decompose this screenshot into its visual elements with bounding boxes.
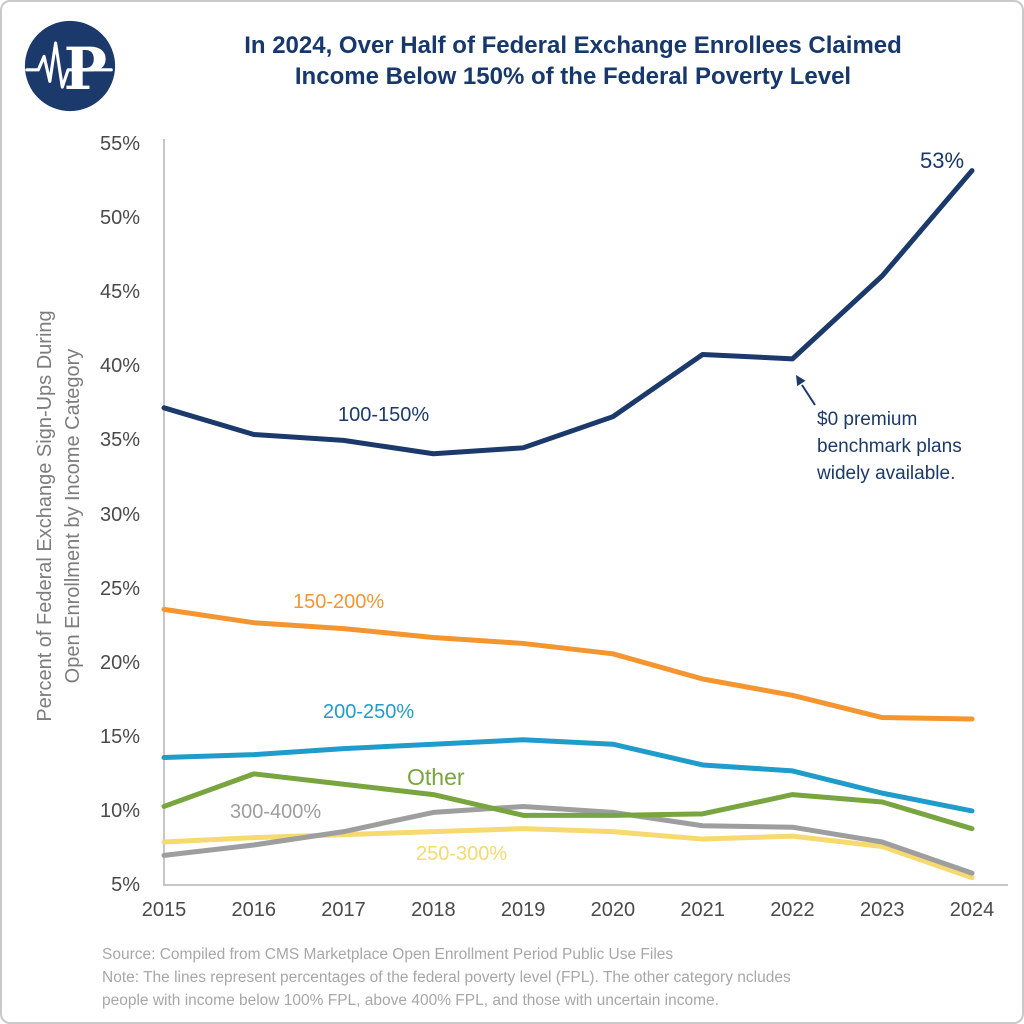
y-tick-label: 25% (99, 577, 140, 600)
callout-arrow-line (801, 384, 816, 406)
y-tick-label: 20% (99, 651, 140, 674)
y-tick-label: 10% (99, 799, 140, 822)
heartbeat-line-icon (25, 41, 113, 89)
x-tick-label: 2023 (859, 899, 905, 921)
series-line-250-300% (161, 826, 975, 881)
y-tick-label: 15% (99, 725, 140, 748)
series-label-Other: Other (407, 764, 465, 790)
series-label-200-250%: 200-250% (323, 701, 415, 723)
x-tick-label: 2021 (680, 899, 725, 921)
chart-title: In 2024, Over Half of Federal Exchange E… (142, 30, 1004, 92)
y-tick-label: 35% (99, 429, 140, 452)
series-line-150-200% (161, 606, 975, 722)
pulse-logo-icon: P (24, 20, 116, 112)
series-label-300-400%: 300-400% (230, 801, 322, 823)
callout-line3: widely available. (817, 463, 956, 484)
x-tick-label: 2022 (770, 899, 815, 921)
callout-line1: $0 premium (817, 409, 918, 430)
chart-title-line2: Income Below 150% of the Federal Poverty… (294, 63, 852, 90)
x-tick-label: 2020 (590, 899, 636, 921)
x-tick-label: 2017 (321, 899, 366, 921)
endpoint-value-label: 53% (920, 148, 965, 173)
x-tick-label: 2016 (231, 899, 277, 921)
note-line1: Note: The lines represent percentages of… (102, 969, 791, 986)
chart-title-line1: In 2024, Over Half of Federal Exchange E… (244, 32, 902, 59)
footnote: Source: Compiled from CMS Marketplace Op… (102, 943, 982, 1012)
callout-arrow-head-icon (796, 375, 806, 387)
y-tick-label: 40% (99, 355, 140, 378)
note-line2: people with income below 100% FPL, above… (102, 992, 719, 1009)
y-tick-label: 55% (99, 133, 140, 155)
y-tick-label: 30% (99, 503, 140, 526)
paragon-logo: P (22, 18, 118, 114)
x-tick-label: 2024 (949, 899, 995, 921)
series-label-250-300%: 250-300% (416, 843, 508, 865)
callout-annotation: $0 premium benchmark plans widely availa… (817, 406, 962, 487)
y-tick-label: 45% (99, 281, 140, 304)
x-tick-label: 2015 (141, 899, 187, 921)
series-label-150-200%: 150-200% (293, 591, 385, 613)
source-note: Source: Compiled from CMS Marketplace Op… (102, 946, 674, 963)
x-tick-label: 2019 (500, 899, 546, 921)
y-tick-label: 5% (111, 874, 140, 896)
series-label-100-150%: 100-150% (338, 404, 430, 426)
x-tick-label: 2018 (411, 899, 456, 921)
y-tick-label: 50% (99, 207, 140, 230)
callout-line2: benchmark plans (817, 436, 962, 457)
